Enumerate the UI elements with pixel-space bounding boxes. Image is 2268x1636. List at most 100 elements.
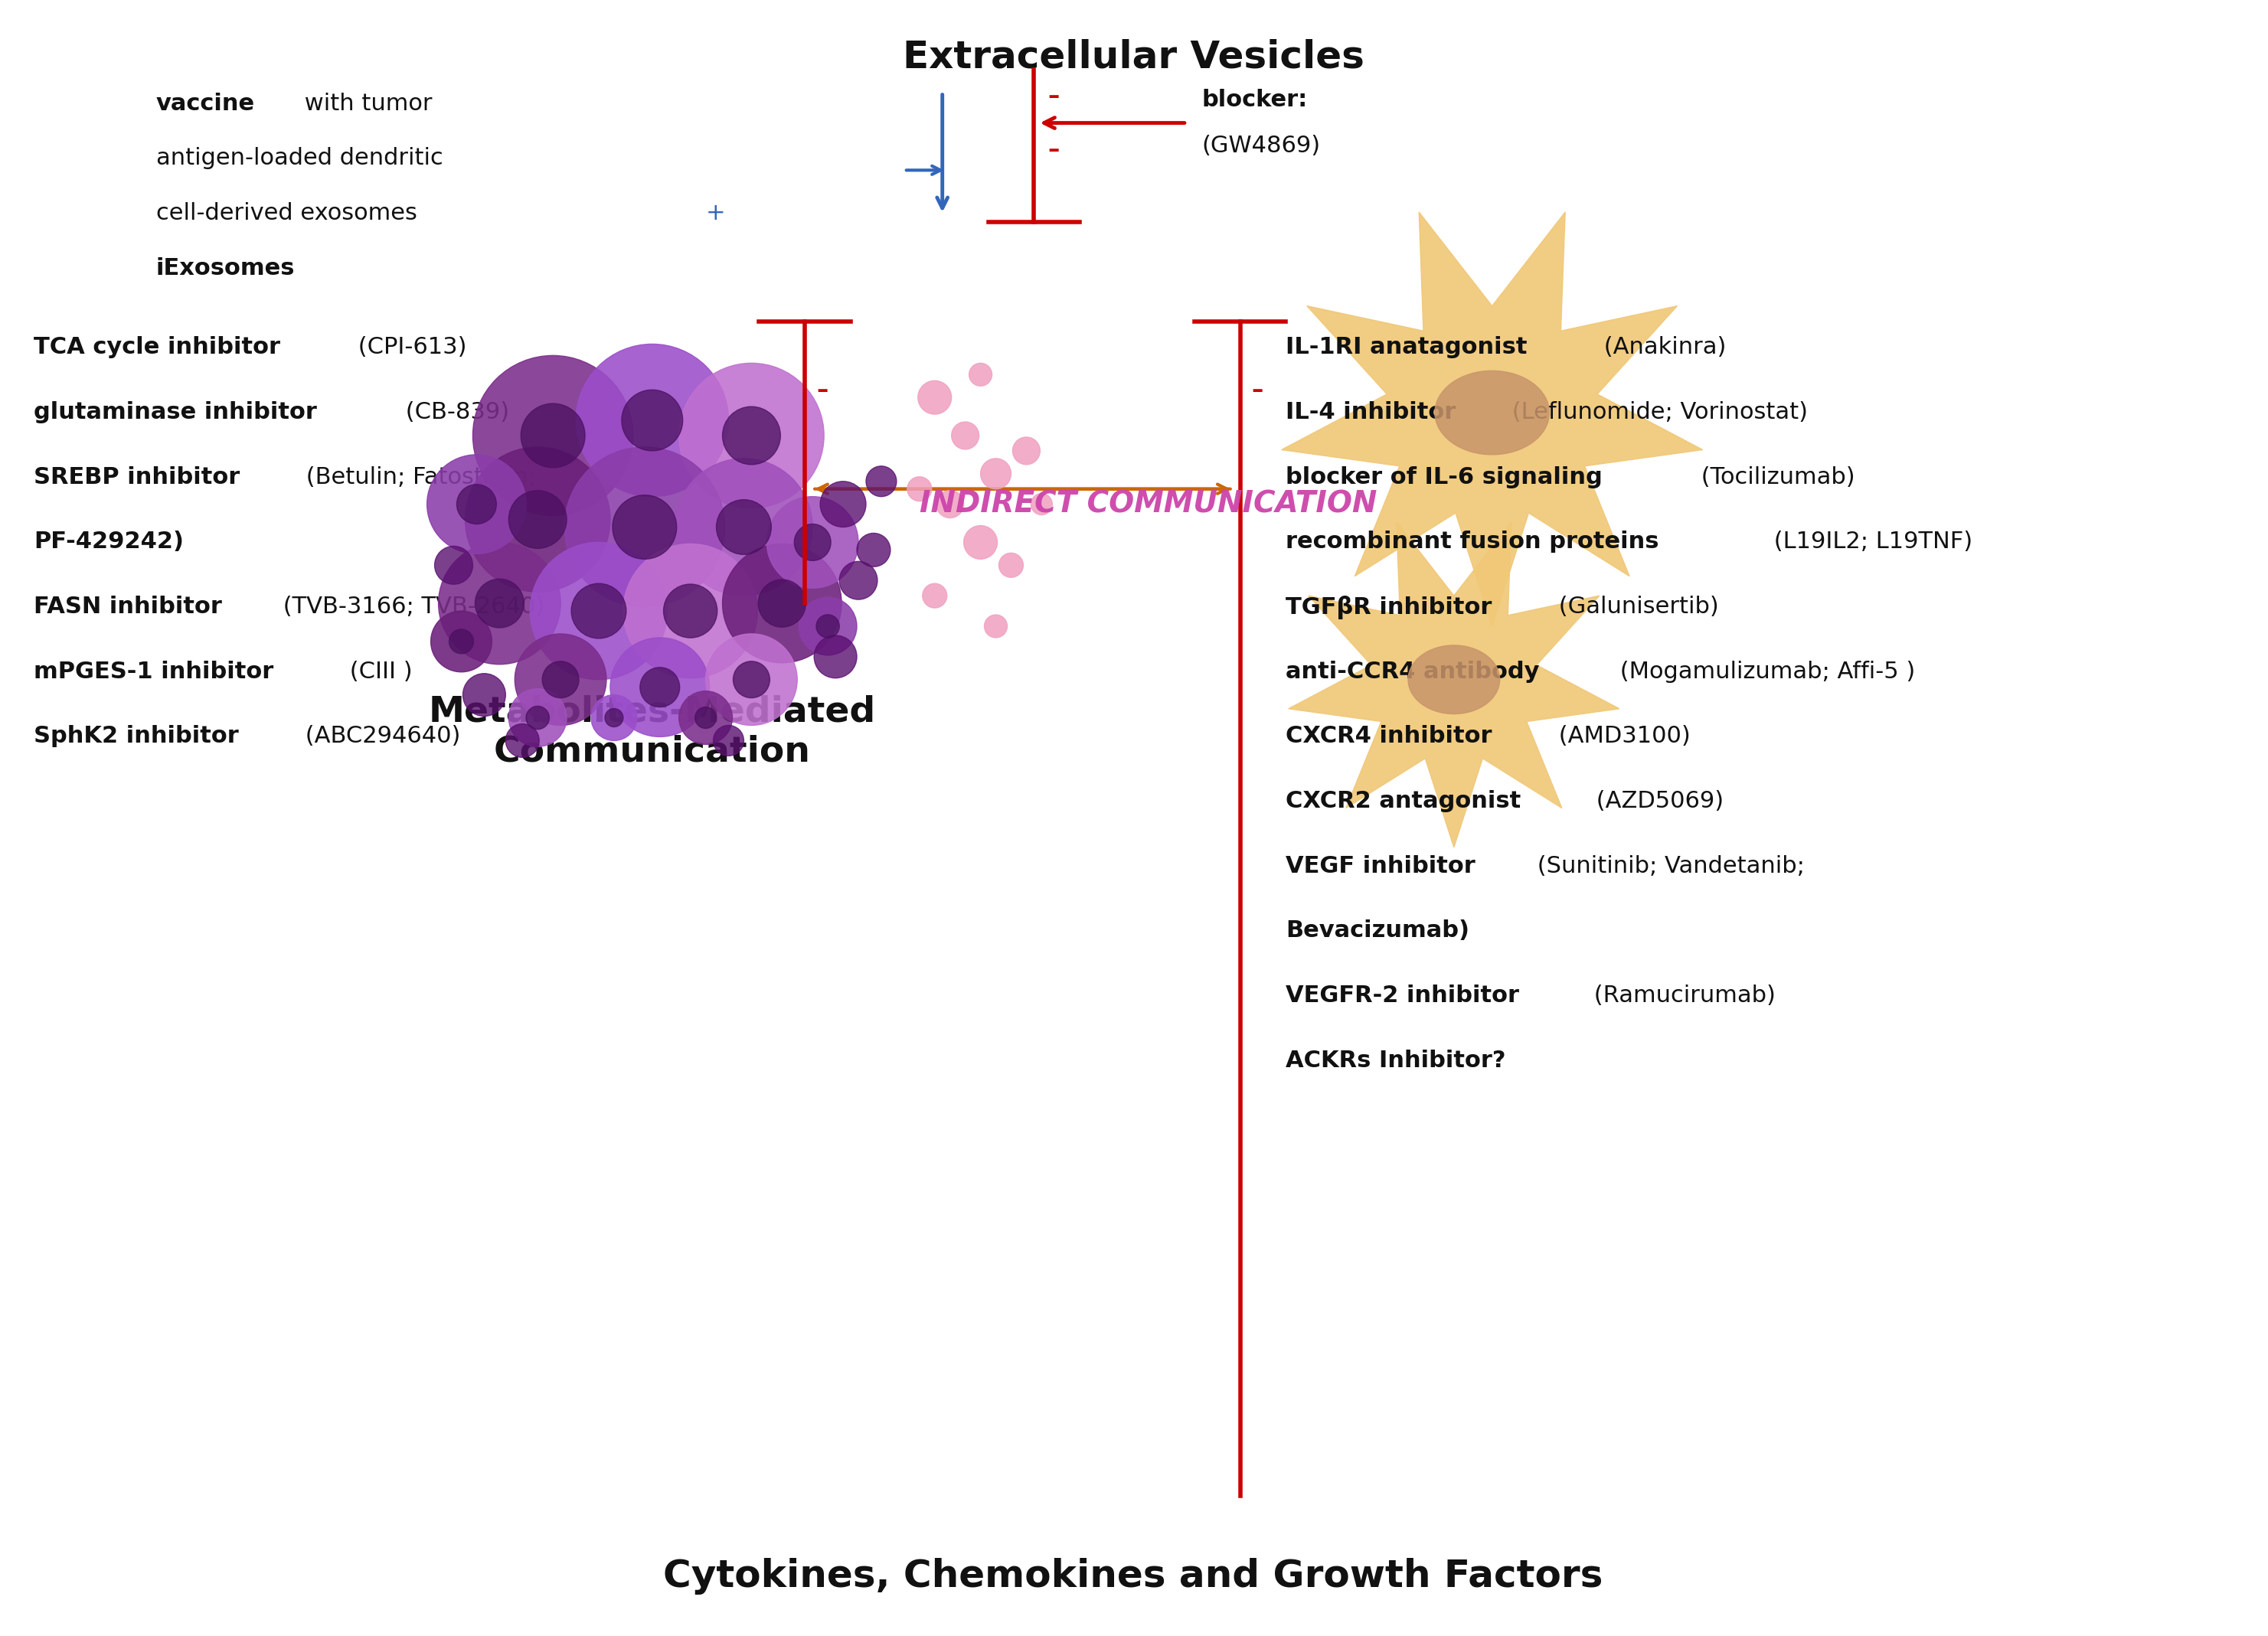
Circle shape — [624, 543, 758, 677]
Text: glutaminase inhibitor: glutaminase inhibitor — [34, 401, 318, 424]
Text: TGFβR inhibitor: TGFβR inhibitor — [1286, 596, 1492, 620]
Text: (CB-839): (CB-839) — [399, 401, 510, 424]
Text: –: – — [816, 378, 828, 401]
Text: –: – — [1048, 85, 1059, 108]
Text: SREBP inhibitor: SREBP inhibitor — [34, 466, 240, 488]
Circle shape — [678, 690, 733, 744]
Text: PF-429242): PF-429242) — [34, 532, 184, 553]
Circle shape — [610, 638, 710, 736]
Polygon shape — [1281, 213, 1703, 627]
Text: (L19IL2; L19TNF): (L19IL2; L19TNF) — [1767, 532, 1973, 553]
Circle shape — [438, 542, 560, 664]
Text: (TVB-3166; TVB-2640): (TVB-3166; TVB-2640) — [277, 596, 544, 618]
Circle shape — [515, 633, 606, 725]
Text: cell-derived exosomes: cell-derived exosomes — [156, 203, 417, 224]
Text: Bevacizumab): Bevacizumab) — [1286, 919, 1470, 942]
Ellipse shape — [1436, 371, 1549, 455]
Text: anti-CCR4 antibody: anti-CCR4 antibody — [1286, 661, 1540, 682]
Circle shape — [907, 476, 932, 501]
Text: blocker:: blocker: — [1202, 88, 1309, 111]
Text: (Tocilizumab): (Tocilizumab) — [1694, 466, 1855, 488]
Text: antigen-loaded dendritic: antigen-loaded dendritic — [156, 147, 442, 170]
Circle shape — [980, 458, 1012, 489]
Circle shape — [794, 524, 830, 561]
Text: CXCR4 inhibitor: CXCR4 inhibitor — [1286, 725, 1492, 748]
Text: vaccine: vaccine — [156, 92, 254, 115]
Circle shape — [565, 447, 726, 607]
Text: (Anakinra): (Anakinra) — [1597, 337, 1726, 358]
Circle shape — [998, 553, 1023, 578]
Circle shape — [612, 496, 676, 560]
Circle shape — [923, 584, 948, 609]
Circle shape — [717, 499, 771, 555]
Text: (ABC294640): (ABC294640) — [297, 725, 460, 748]
Text: SphK2 inhibitor: SphK2 inhibitor — [34, 725, 238, 748]
Circle shape — [866, 466, 896, 497]
Circle shape — [953, 422, 980, 450]
Circle shape — [723, 407, 780, 465]
Circle shape — [814, 635, 857, 677]
Text: (Leflunomide; Vorinostat): (Leflunomide; Vorinostat) — [1506, 401, 1808, 424]
Circle shape — [984, 615, 1007, 638]
Circle shape — [640, 667, 680, 707]
Circle shape — [968, 363, 991, 386]
Circle shape — [435, 546, 472, 584]
Text: (GW4869): (GW4869) — [1202, 134, 1320, 157]
Circle shape — [449, 630, 474, 654]
Text: (Galunisertib): (Galunisertib) — [1551, 596, 1719, 618]
Circle shape — [705, 633, 798, 725]
Text: Cytokines, Chemokines and Growth Factors: Cytokines, Chemokines and Growth Factors — [662, 1557, 1603, 1595]
Text: Extracellular Vesicles: Extracellular Vesicles — [903, 39, 1363, 75]
Circle shape — [508, 689, 567, 746]
Circle shape — [821, 481, 866, 527]
Polygon shape — [1288, 522, 1619, 847]
Circle shape — [1012, 437, 1041, 465]
Circle shape — [678, 363, 823, 509]
Circle shape — [767, 497, 857, 587]
Text: with tumor: with tumor — [297, 92, 433, 115]
Text: TCA cycle inhibitor: TCA cycle inhibitor — [34, 337, 281, 358]
Circle shape — [733, 661, 769, 699]
Text: recombinant fusion proteins: recombinant fusion proteins — [1286, 532, 1660, 553]
Circle shape — [857, 533, 891, 566]
Circle shape — [621, 389, 683, 452]
Circle shape — [723, 543, 841, 663]
Text: mPGES-1 inhibitor: mPGES-1 inhibitor — [34, 661, 274, 682]
Circle shape — [531, 542, 667, 679]
Circle shape — [758, 579, 805, 627]
Circle shape — [472, 355, 633, 515]
Circle shape — [526, 707, 549, 730]
Circle shape — [665, 584, 717, 638]
Text: IL-4 inhibitor: IL-4 inhibitor — [1286, 401, 1456, 424]
Text: CXCR2 antagonist: CXCR2 antagonist — [1286, 790, 1522, 813]
Circle shape — [606, 708, 624, 726]
Circle shape — [576, 344, 728, 497]
Circle shape — [426, 455, 526, 553]
Circle shape — [474, 579, 524, 628]
Text: INDIRECT COMMUNICATION: INDIRECT COMMUNICATION — [921, 489, 1377, 519]
Circle shape — [592, 695, 637, 741]
Text: (AMD3100): (AMD3100) — [1551, 725, 1690, 748]
Circle shape — [676, 458, 812, 596]
Circle shape — [542, 661, 578, 699]
Text: (Betulin; Fatostatin;: (Betulin; Fatostatin; — [299, 466, 535, 488]
Text: FASN inhibitor: FASN inhibitor — [34, 596, 222, 618]
Text: (CPI-613): (CPI-613) — [352, 337, 467, 358]
Text: ACKRs Inhibitor?: ACKRs Inhibitor? — [1286, 1049, 1506, 1072]
Circle shape — [1032, 494, 1052, 515]
Text: blocker of IL-6 signaling: blocker of IL-6 signaling — [1286, 466, 1603, 488]
Circle shape — [816, 615, 839, 638]
Circle shape — [839, 561, 878, 599]
Circle shape — [465, 447, 610, 592]
Text: (Mogamulizumab; Affi-5 ): (Mogamulizumab; Affi-5 ) — [1613, 661, 1914, 682]
Text: –: – — [1048, 139, 1059, 160]
Text: VEGFR-2 inhibitor: VEGFR-2 inhibitor — [1286, 985, 1520, 1006]
Circle shape — [508, 491, 567, 548]
Circle shape — [456, 484, 497, 524]
Circle shape — [964, 525, 998, 560]
Text: +: + — [705, 203, 726, 224]
Circle shape — [919, 381, 953, 414]
Circle shape — [506, 723, 540, 757]
Text: IL-1RI anatagonist: IL-1RI anatagonist — [1286, 337, 1529, 358]
Text: (CIII ): (CIII ) — [342, 661, 413, 682]
